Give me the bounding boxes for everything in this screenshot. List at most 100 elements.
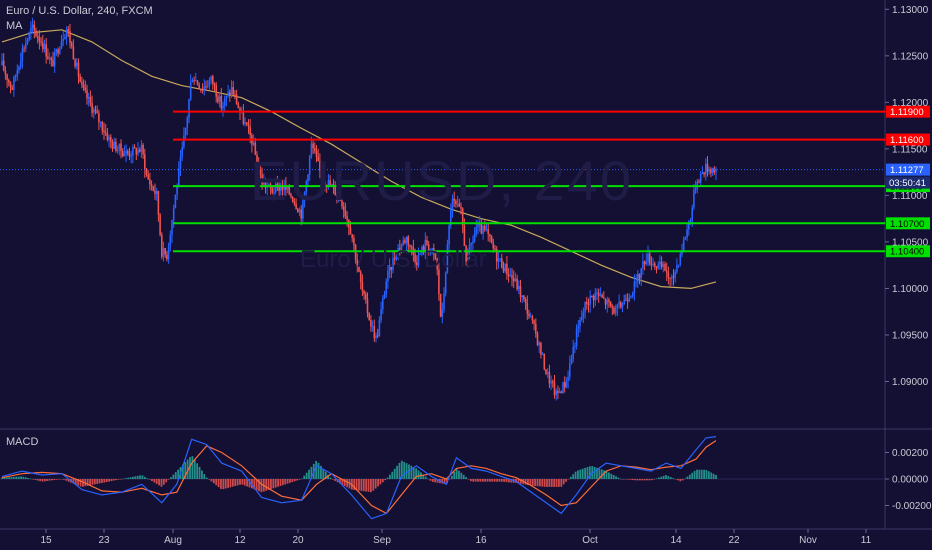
- candle-down-body: [271, 188, 274, 193]
- macd-hist-up: [122, 478, 125, 480]
- macd-hist-up: [329, 477, 332, 479]
- candle-up-body: [208, 80, 211, 87]
- candle-up-body: [701, 172, 704, 174]
- candle-down-body: [166, 254, 168, 260]
- macd-hist-up: [191, 456, 194, 479]
- candle-down-body: [212, 76, 214, 84]
- macd-hist-down: [208, 479, 210, 480]
- candle-down-body: [261, 174, 263, 185]
- candle-down-body: [370, 320, 372, 327]
- candle-down-body: [201, 89, 204, 91]
- candle-down-body: [256, 154, 258, 166]
- macd-hist-up: [396, 465, 398, 479]
- candle-down-body: [91, 103, 93, 113]
- candle-down-body: [540, 342, 542, 355]
- macd-hist-up: [688, 474, 691, 479]
- macd-hist-down: [162, 479, 165, 485]
- macd-hist-up: [127, 477, 130, 479]
- candle-up-body: [280, 186, 282, 192]
- candle-down-body: [506, 263, 508, 275]
- candle-up-body: [642, 261, 644, 269]
- price-tick-label: 1.12500: [892, 51, 929, 62]
- horizontal-levels[interactable]: 1.119001.116001.111001.107001.104001.112…: [0, 105, 930, 258]
- macd-hist-up: [403, 461, 406, 479]
- candle-down-body: [436, 258, 438, 270]
- level-label-1.10700: 1.10700: [890, 219, 924, 230]
- macd-hist-up: [315, 460, 318, 479]
- macd-hist-down: [541, 479, 544, 487]
- candle-down-body: [552, 381, 554, 383]
- candle-up-body: [99, 122, 102, 124]
- ma-line: [1, 29, 717, 290]
- candle-down-body: [713, 168, 716, 173]
- macd-hist-down: [374, 479, 377, 489]
- macd-hist-down: [524, 479, 527, 485]
- candle-up-body: [375, 335, 377, 339]
- macd-hist-up: [129, 477, 132, 479]
- candle-up-body: [715, 169, 717, 173]
- macd-hist-down: [39, 479, 41, 482]
- macd-hist-down: [265, 479, 268, 491]
- macd-hist-down: [112, 479, 115, 481]
- candle-up-body: [174, 194, 177, 209]
- macd-hist-down: [248, 479, 251, 488]
- macd-hist-down: [148, 479, 151, 480]
- level-tag-1.11600: [886, 133, 930, 146]
- time-tick-label: Aug: [164, 535, 182, 546]
- macd-hist-up: [574, 471, 577, 479]
- macd-hist-up: [458, 470, 460, 479]
- candle-down-body: [246, 122, 248, 126]
- level-label-1.11900: 1.11900: [890, 107, 924, 118]
- macd-hist-down: [681, 479, 684, 481]
- time-tick-label: 15: [40, 535, 52, 546]
- candle-up-body: [579, 320, 581, 327]
- macd-hist-down: [155, 479, 158, 484]
- candle-down-body: [84, 87, 87, 91]
- macd-hist-up: [15, 476, 18, 479]
- time-tick-label: Nov: [799, 535, 817, 546]
- candle-up-body: [711, 168, 714, 174]
- macd-hist-up: [322, 468, 325, 479]
- candle-up-body: [628, 297, 631, 302]
- candle-up-body: [137, 149, 139, 155]
- macd-hist-down: [224, 479, 227, 489]
- candle-up-body: [623, 299, 625, 305]
- candle-down-body: [33, 24, 36, 31]
- candle-up-body: [691, 207, 693, 221]
- macd-hist-down: [372, 479, 375, 491]
- indicator-label[interactable]: MA: [6, 20, 23, 32]
- macd-hist-down: [546, 479, 548, 487]
- macd-hist-down: [55, 479, 58, 480]
- candle-down-body: [249, 127, 251, 136]
- candle-down-body: [654, 263, 656, 267]
- macd-hist-down: [58, 479, 61, 480]
- macd-hist-up: [193, 459, 196, 479]
- macd-hist-up: [170, 477, 172, 479]
- macd-hist-down: [284, 479, 287, 485]
- candle-up-body: [640, 268, 642, 279]
- candle-down-body: [295, 203, 297, 209]
- macd-hist-up: [655, 478, 658, 479]
- candle-down-body: [407, 236, 410, 246]
- candle-down-body: [315, 150, 318, 157]
- candle-up-body: [302, 200, 304, 219]
- candle-up-body: [155, 191, 158, 194]
- candle-up-body: [509, 275, 512, 277]
- macd-hist-up: [13, 476, 15, 479]
- macd-label[interactable]: MACD: [6, 436, 39, 448]
- candle-up-body: [674, 271, 676, 278]
- candle-up-body: [676, 265, 678, 272]
- macd-hist-down: [484, 479, 487, 482]
- candle-down-body: [264, 181, 267, 188]
- macd-hist-down: [346, 479, 348, 488]
- macd-hist-down: [96, 479, 99, 484]
- symbol-title[interactable]: Euro / U.S. Dollar, 240, FXCM: [6, 5, 153, 17]
- candle-down-body: [703, 172, 705, 175]
- countdown-tag: [886, 176, 930, 189]
- candle-down-body: [23, 48, 25, 50]
- macd-hist-down: [646, 479, 648, 481]
- candle-up-body: [183, 135, 185, 148]
- macd-hist-up: [453, 471, 456, 479]
- macd-hist-down: [65, 479, 68, 481]
